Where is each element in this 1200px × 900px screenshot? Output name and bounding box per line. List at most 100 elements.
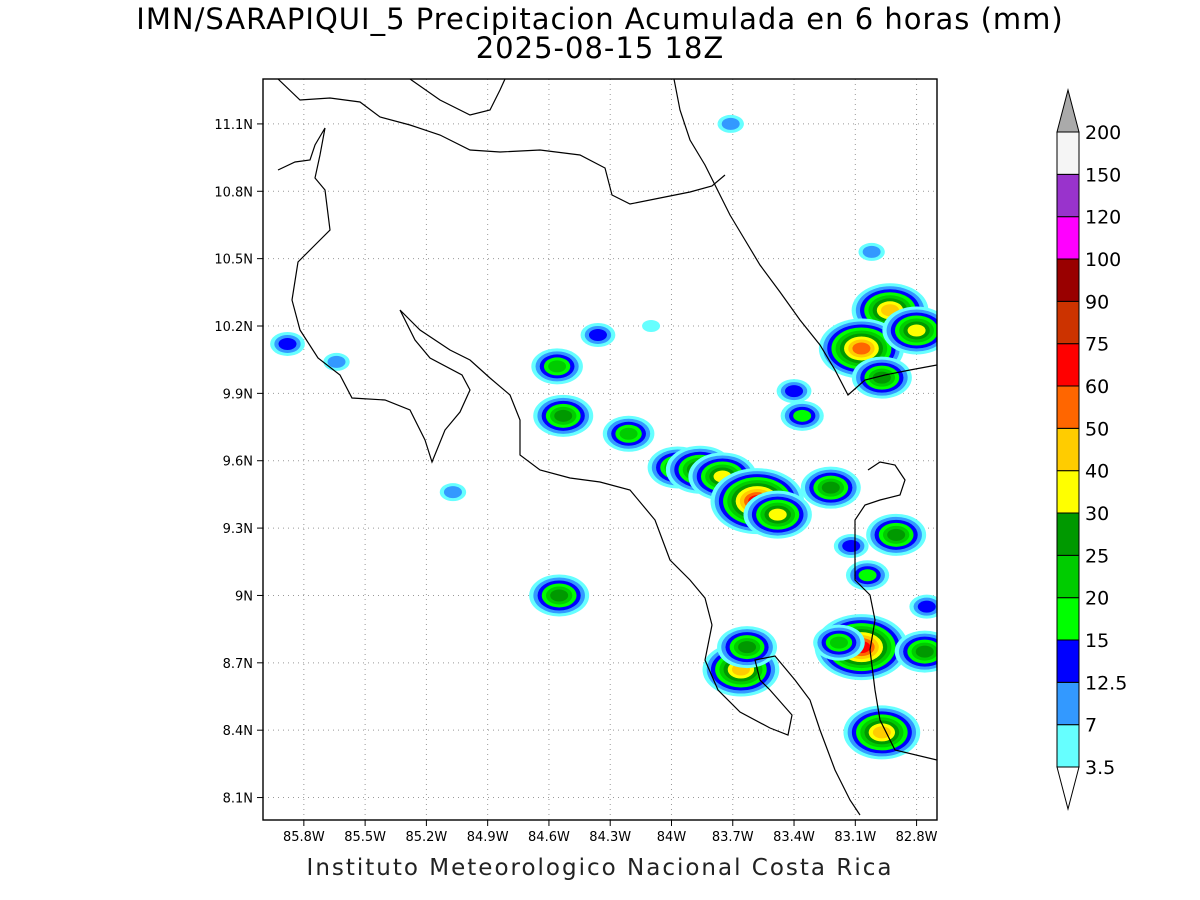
rain-cell bbox=[642, 320, 661, 332]
rain-contour-20-4 bbox=[829, 636, 848, 649]
rain-contour-29-1 bbox=[443, 486, 462, 499]
legend-label: 15 bbox=[1085, 630, 1109, 652]
coastline-osa-peninsula bbox=[704, 624, 861, 816]
legend-swatch-13 bbox=[1056, 173, 1080, 218]
legend-swatch-10 bbox=[1056, 300, 1080, 345]
legend-label: 90 bbox=[1085, 291, 1109, 313]
legend-top-arrow bbox=[1056, 88, 1080, 133]
legend-swatch-1 bbox=[1056, 681, 1080, 726]
rain-cell bbox=[909, 594, 937, 619]
rain-contour-22-5 bbox=[915, 645, 934, 658]
rain-cell bbox=[717, 626, 778, 669]
rain-cell bbox=[845, 560, 890, 591]
rain-cell bbox=[717, 114, 744, 133]
lat-tick-label: 10.8N bbox=[214, 185, 253, 200]
coastline-panama-border bbox=[854, 461, 937, 761]
rain-contour-16-5 bbox=[550, 589, 569, 602]
legend-label: 30 bbox=[1085, 503, 1109, 525]
coastline-pacific-nicoya bbox=[277, 127, 713, 626]
rain-contour-26-1 bbox=[862, 245, 881, 258]
rain-contour-21-7 bbox=[872, 726, 891, 739]
rain-cell bbox=[843, 705, 921, 760]
legend-label: 60 bbox=[1085, 376, 1109, 398]
rain-contour-28-0 bbox=[642, 320, 661, 332]
rain-cell bbox=[813, 624, 865, 661]
rain-cell bbox=[529, 574, 590, 617]
legend-swatch-2 bbox=[1056, 639, 1080, 683]
legend-swatch-7 bbox=[1056, 427, 1080, 472]
rain-contour-1-4 bbox=[548, 360, 567, 373]
rain-cell bbox=[602, 415, 655, 452]
lat-tick-label: 10.5N bbox=[214, 253, 253, 268]
rain-contour-2-5 bbox=[554, 409, 573, 422]
rain-contour-31-2 bbox=[842, 540, 861, 553]
legend-label: 50 bbox=[1085, 418, 1109, 440]
rain-cell bbox=[866, 513, 927, 556]
legend-label: 40 bbox=[1085, 461, 1109, 483]
rain-cell bbox=[800, 466, 861, 509]
rain-cell bbox=[531, 348, 583, 385]
legend-swatch-9 bbox=[1056, 343, 1080, 387]
rain-contour-32-2 bbox=[917, 600, 936, 613]
rain-cell bbox=[780, 400, 824, 431]
rain-cell bbox=[270, 331, 305, 356]
lon-tick-label: 85.5W bbox=[344, 830, 386, 845]
lat-tick-label: 9.6N bbox=[223, 455, 253, 470]
lon-tick-label: 84W bbox=[657, 830, 687, 845]
lat-tick-label: 9.9N bbox=[223, 387, 253, 402]
color-legend: 3.5 7 12.5 15 20 25 30 40 50 60 75 90 100 120 150 200 bbox=[1056, 88, 1127, 811]
legend-swatch-4 bbox=[1056, 554, 1080, 599]
lat-tick-label: 8.4N bbox=[223, 724, 253, 739]
legend-label: 200 bbox=[1085, 122, 1121, 144]
lat-tick-label: 9.3N bbox=[223, 522, 253, 537]
legend-label: 75 bbox=[1085, 334, 1109, 356]
legend-label: 25 bbox=[1085, 545, 1109, 567]
lon-tick-label: 83.4W bbox=[773, 830, 815, 845]
rain-cell bbox=[833, 534, 869, 559]
rain-contour-9-3 bbox=[793, 409, 812, 422]
lon-tick-label: 84.9W bbox=[467, 830, 509, 845]
legend-label: 12.5 bbox=[1085, 672, 1127, 694]
legend-swatch-3 bbox=[1056, 597, 1080, 641]
rain-cell bbox=[743, 490, 812, 539]
map-grid bbox=[263, 79, 937, 820]
legend-label: 120 bbox=[1085, 207, 1121, 229]
rain-cell bbox=[580, 322, 616, 347]
rain-cell bbox=[858, 242, 885, 261]
lat-tick-label: 10.2N bbox=[214, 320, 253, 335]
rain-cell bbox=[439, 483, 467, 502]
map-title: IMN/SARAPIQUI_5 Precipitacion Acumulada … bbox=[136, 2, 1064, 36]
rain-contour-10-5 bbox=[821, 481, 840, 494]
lon-tick-label: 83.7W bbox=[712, 830, 754, 845]
rain-contour-0-2 bbox=[588, 328, 607, 341]
rain-cell bbox=[323, 352, 350, 371]
legend-swatch-0 bbox=[1056, 724, 1080, 768]
legend-swatch-14 bbox=[1056, 131, 1080, 175]
rain-contour-11-5 bbox=[887, 528, 906, 541]
legend-label: 150 bbox=[1085, 164, 1121, 186]
map-axes: 85.8W 85.5W 85.2W 84.9W 84.6W 84.3W 84W 83.7W 83… bbox=[214, 118, 937, 845]
map-frame bbox=[262, 78, 938, 821]
rain-cell bbox=[533, 394, 594, 437]
rain-contour-13-8 bbox=[852, 342, 871, 355]
lon-tick-label: 84.3W bbox=[589, 830, 631, 845]
rain-cell bbox=[894, 630, 937, 673]
coastline-lake-outline bbox=[409, 79, 506, 116]
rain-contour-3-4 bbox=[619, 427, 638, 440]
legend-label: 20 bbox=[1085, 588, 1109, 610]
rain-cell bbox=[851, 356, 912, 399]
coastline-caribbean bbox=[673, 79, 937, 396]
rain-contour-30-2 bbox=[785, 385, 804, 398]
lat-tick-label: 8.7N bbox=[223, 657, 253, 672]
lon-tick-label: 84.6W bbox=[528, 830, 570, 845]
rain-contour-15-6 bbox=[907, 324, 926, 337]
legend-label: 7 bbox=[1085, 715, 1097, 737]
rain-contour-18-5 bbox=[738, 641, 757, 654]
legend-label: 100 bbox=[1085, 249, 1121, 271]
lat-tick-label: 8.1N bbox=[223, 792, 253, 807]
coastline-layer bbox=[277, 79, 937, 816]
rain-cell bbox=[882, 306, 937, 355]
legend-swatch-8 bbox=[1056, 385, 1080, 429]
rain-contour-8-6 bbox=[768, 508, 787, 521]
